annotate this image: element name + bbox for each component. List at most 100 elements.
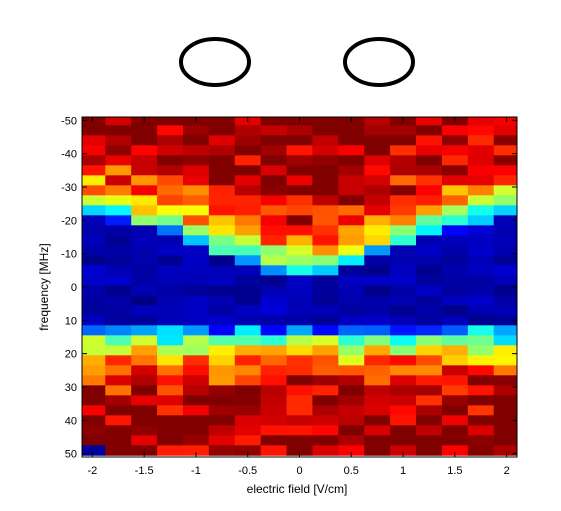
x-tick-label: -1.5	[135, 465, 154, 477]
heatmap-cell	[82, 325, 106, 336]
heatmap-cell	[82, 255, 106, 266]
heatmap-cell	[286, 365, 313, 376]
heatmap-cell	[493, 305, 518, 316]
heatmap-cell	[312, 125, 339, 136]
heatmap-cell	[338, 215, 365, 226]
heatmap-cell	[260, 245, 287, 256]
x-axis-ticks: -2 -1.5 -1 -0.5 0 0.5 1 1.5 2	[87, 117, 510, 477]
heatmap-cell	[493, 385, 518, 396]
heatmap-cell	[441, 265, 469, 276]
heatmap-cell	[390, 215, 417, 226]
heatmap-cell	[82, 175, 106, 186]
heatmap-cell	[390, 155, 417, 166]
heatmap-cell	[105, 375, 132, 386]
heatmap-cell	[312, 365, 339, 376]
heatmap-cell	[234, 445, 262, 456]
heatmap-cell	[131, 445, 158, 456]
heatmap-cell	[441, 225, 469, 236]
heatmap-cell	[338, 155, 365, 166]
heatmap-cell	[364, 155, 391, 166]
heatmap-cell	[441, 175, 469, 186]
heatmap-cell	[390, 395, 417, 406]
heatmap-cell	[105, 425, 132, 436]
heatmap-cell	[208, 245, 236, 256]
y-tick-label: 20	[65, 349, 77, 361]
heatmap-cell	[131, 275, 158, 286]
heatmap-cell	[286, 235, 313, 246]
heatmap-cell	[467, 205, 495, 216]
heatmap-cell	[441, 345, 469, 356]
heatmap-cell	[364, 315, 391, 326]
heatmap-cell	[338, 225, 365, 236]
heatmap-cell	[364, 415, 391, 426]
heatmap-cell	[182, 405, 210, 416]
heatmap-cell	[467, 117, 495, 126]
heatmap-cell	[493, 365, 518, 376]
heatmap-cell	[390, 165, 417, 176]
heatmap-cell	[260, 365, 287, 376]
heatmap-cell	[82, 195, 106, 206]
heatmap-cell	[312, 285, 339, 296]
heatmap-cell	[105, 145, 132, 156]
heatmap-cell	[260, 265, 287, 276]
heatmap-cell	[260, 145, 287, 156]
heatmap-cell	[208, 415, 236, 426]
heatmap-cells	[82, 117, 518, 456]
heatmap-cell	[131, 205, 158, 216]
heatmap-cell	[493, 125, 518, 136]
heatmap-cell	[441, 395, 469, 406]
heatmap-cell	[182, 135, 210, 146]
heatmap-cell	[260, 185, 287, 196]
heatmap-cell	[467, 235, 495, 246]
heatmap-cell	[441, 435, 469, 446]
heatmap-cell	[493, 255, 518, 266]
heatmap-cell	[182, 315, 210, 326]
heatmap-cell	[312, 305, 339, 316]
heatmap-cell	[82, 245, 106, 256]
heatmap-cell	[441, 135, 469, 146]
heatmap-cell	[208, 195, 236, 206]
heatmap-cell	[338, 425, 365, 436]
x-tick-label: 1	[400, 465, 406, 477]
heatmap-cell	[182, 295, 210, 306]
heatmap-cell	[416, 405, 443, 416]
heatmap-cell	[390, 325, 417, 336]
heatmap-cell	[493, 355, 518, 366]
heatmap-cell	[390, 125, 417, 136]
heatmap-cell	[182, 175, 210, 186]
heatmap-cell	[338, 345, 365, 356]
heatmap-cell	[260, 375, 287, 386]
heatmap-cell	[312, 445, 339, 456]
heatmap-cell	[441, 355, 469, 366]
heatmap-cell	[364, 445, 391, 456]
heatmap-cell	[286, 445, 313, 456]
heatmap-cell	[467, 355, 495, 366]
y-tick-label: 10	[65, 315, 77, 327]
heatmap-cell	[182, 185, 210, 196]
heatmap-cell	[208, 145, 236, 156]
heatmap-cell	[234, 365, 262, 376]
heatmap-cell	[416, 315, 443, 326]
heatmap-cell	[312, 415, 339, 426]
heatmap-cell	[441, 425, 469, 436]
heatmap-cell	[234, 235, 262, 246]
heatmap-cell	[157, 375, 184, 386]
heatmap-cell	[260, 135, 287, 146]
heatmap-cell	[493, 425, 518, 436]
heatmap-cell	[312, 145, 339, 156]
heatmap-cell	[131, 415, 158, 426]
heatmap-cell	[416, 375, 443, 386]
x-tick-label: 1.5	[447, 465, 462, 477]
heatmap-cell	[208, 215, 236, 226]
heatmap-cell	[312, 245, 339, 256]
heatmap-cell	[364, 355, 391, 366]
heatmap-cell	[208, 225, 236, 236]
heatmap-cell	[260, 117, 287, 126]
heatmap-cell	[157, 425, 184, 436]
heatmap-cell	[82, 345, 106, 356]
heatmap-cell	[441, 245, 469, 256]
heatmap-cell	[338, 195, 365, 206]
heatmap-cell	[105, 125, 132, 136]
heatmap-cell	[182, 415, 210, 426]
heatmap-cell	[208, 375, 236, 386]
